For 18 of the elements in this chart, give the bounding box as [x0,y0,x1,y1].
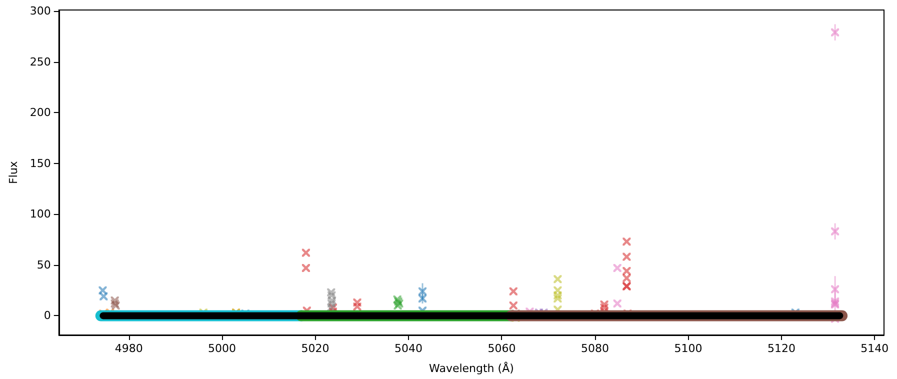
x-tick-label: 5080 [580,342,609,355]
x-axis-title: Wavelength (Å) [429,361,514,375]
y-tick-label: 50 [36,258,51,272]
x-tick-label: 5000 [208,342,236,355]
y-tick-label: 200 [30,106,51,120]
x-tick-label: 5020 [301,342,330,355]
y-axis-title: Flux [7,160,20,184]
x-tick-label: 4980 [114,342,143,355]
x-tick-label: 5120 [767,342,796,355]
x-tick-label: 5140 [860,342,889,355]
y-tick-label: 300 [30,4,51,18]
y-tick-label: 150 [30,156,51,170]
y-tick-label: 0 [44,309,51,322]
y-tick-label: 250 [30,55,51,68]
y-tick-label: 100 [30,208,51,221]
x-tick-label: 5100 [674,342,702,355]
x-tick-label: 5040 [394,342,423,355]
x-tick-label: 5060 [488,342,516,355]
